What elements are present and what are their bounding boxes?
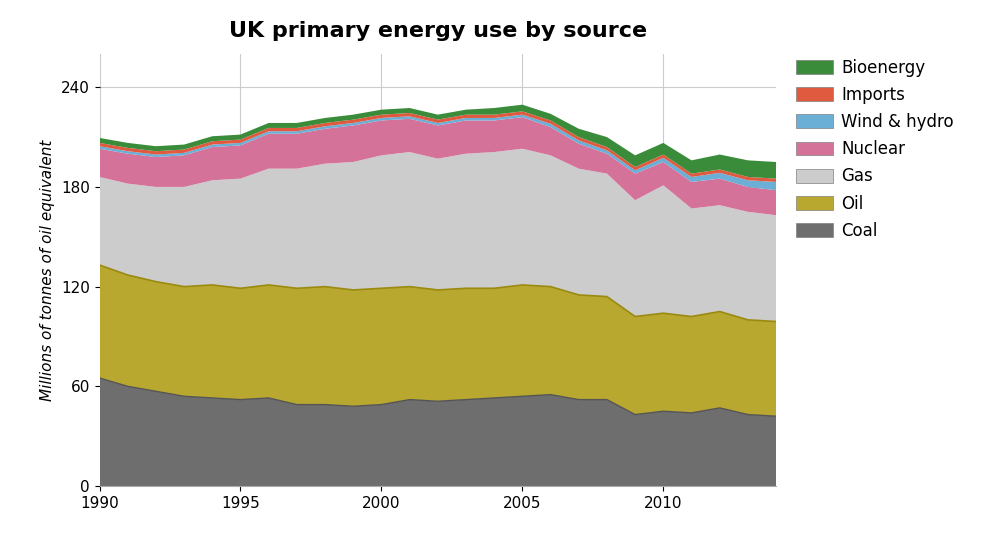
Legend: Bioenergy, Imports, Wind & hydro, Nuclear, Gas, Oil, Coal: Bioenergy, Imports, Wind & hydro, Nuclea… [790, 53, 958, 245]
Y-axis label: Millions of tonnes of oil equivalent: Millions of tonnes of oil equivalent [41, 139, 56, 401]
Title: UK primary energy use by source: UK primary energy use by source [229, 22, 646, 42]
